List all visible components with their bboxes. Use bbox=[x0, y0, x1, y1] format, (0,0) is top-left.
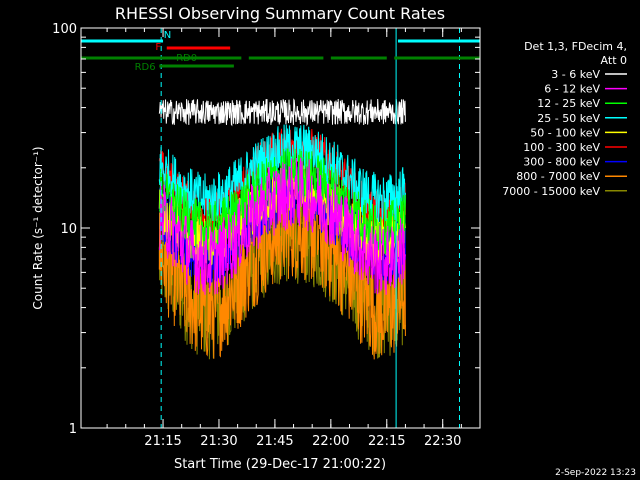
series-layer bbox=[80, 28, 460, 428]
chart-title: RHESSI Observing Summary Count Rates bbox=[115, 4, 445, 23]
series-line-6-12keV bbox=[158, 157, 406, 295]
x-tick-label: 22:30 bbox=[424, 434, 461, 449]
legend-label: 100 - 300 keV bbox=[523, 141, 600, 154]
legend-label: 800 - 7000 keV bbox=[516, 170, 600, 183]
legend-header-line-2: Att 0 bbox=[601, 54, 627, 67]
axes: 21:15 21:30 21:45 22:00 22:15 22:30 1 10 100 bbox=[52, 22, 481, 449]
legend-label: 12 - 25 keV bbox=[537, 97, 600, 110]
x-axis-label: Start Time (29-Dec-17 21:00:22) bbox=[174, 457, 386, 472]
legend-label: 7000 - 15000 keV bbox=[502, 185, 600, 198]
legend-label: 6 - 12 keV bbox=[544, 83, 600, 96]
footer-date: 2-Sep-2022 13:23 bbox=[555, 468, 636, 478]
y-tick-label: 10 bbox=[60, 222, 77, 237]
y-tick-label: 100 bbox=[52, 22, 77, 37]
x-tick-label: 22:00 bbox=[312, 434, 349, 449]
flag-label-F: F bbox=[155, 42, 161, 53]
legend-label: 50 - 100 keV bbox=[530, 126, 600, 139]
flag-label-N: N bbox=[164, 30, 171, 41]
flag-label-RD6: RD6 bbox=[135, 62, 156, 73]
y-axis-label: Count Rate (s⁻¹ detector⁻¹) bbox=[31, 146, 45, 309]
y-tick-label: 1 bbox=[69, 422, 77, 437]
legend-label: 300 - 800 keV bbox=[523, 156, 600, 169]
x-tick-label: 21:30 bbox=[200, 434, 237, 449]
flag-bars: NF RD0 RD6 bbox=[81, 30, 480, 73]
flag-label-RD0: RD0 bbox=[176, 53, 197, 64]
legend-label: 25 - 50 keV bbox=[537, 112, 600, 125]
x-tick-label: 21:15 bbox=[144, 434, 181, 449]
legend-header-line-1: Det 1,3, FDecim 4, bbox=[524, 40, 627, 53]
legend-label: 3 - 6 keV bbox=[551, 68, 600, 81]
x-tick-label: 22:15 bbox=[368, 434, 405, 449]
series-line-3-6keV bbox=[158, 98, 406, 127]
x-tick-label: 21:45 bbox=[256, 434, 293, 449]
